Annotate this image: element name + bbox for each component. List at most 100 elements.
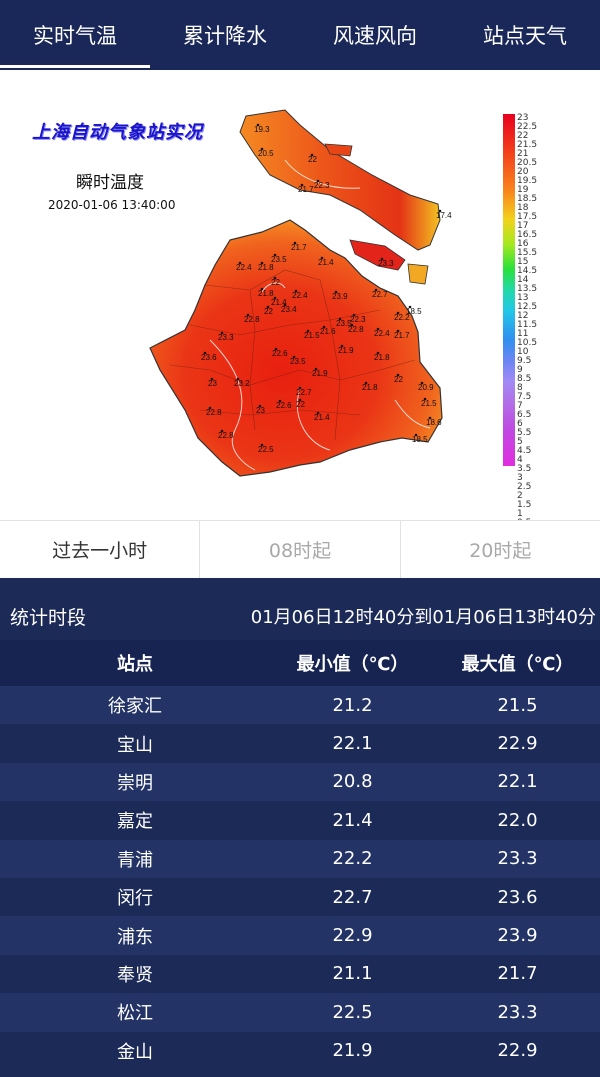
station-dot — [420, 381, 424, 385]
station-dot — [238, 261, 242, 265]
station-value: 22.6 — [272, 349, 288, 358]
station-dot — [396, 329, 400, 333]
station-dot — [236, 377, 240, 381]
legend-tick: 4.5 — [517, 446, 532, 456]
min-value: 22.9 — [332, 925, 373, 947]
table-row: 宝山 22.1 22.9 — [0, 724, 600, 763]
station-name: 宝山 — [117, 734, 153, 756]
station-value: 21.7 — [298, 185, 314, 194]
max-value: 21.5 — [497, 694, 538, 716]
station-value: 21.7 — [394, 331, 410, 340]
table-row: 徐家汇 21.2 21.5 — [0, 686, 600, 725]
station-dot — [438, 209, 442, 213]
top-tab-bar: 实时气温 累计降水 风速风向 站点天气 — [0, 0, 600, 70]
legend-tick: 22.5 — [517, 122, 538, 132]
station-value: 22 — [308, 155, 317, 164]
legend-tick: 16.5 — [517, 230, 538, 240]
table-row: 青浦 22.2 23.3 — [0, 839, 600, 878]
since-20-button[interactable]: 20时起 — [469, 540, 532, 562]
station-value: 23.4 — [281, 305, 297, 314]
stats-panel: 统计时段 01月06日12时40分到01月06日13时40分 站点 最小值（℃）… — [0, 592, 600, 1077]
max-value: 22.9 — [497, 1040, 538, 1062]
station-dot — [316, 179, 320, 183]
station-dot — [273, 253, 277, 257]
legend-tick: 8 — [517, 383, 523, 393]
station-dot — [414, 433, 418, 437]
station-dot — [320, 256, 324, 260]
table-row: 奉贤 21.1 21.7 — [0, 954, 600, 994]
station-value: 20.5 — [258, 149, 274, 158]
legend-tick: 18 — [517, 203, 529, 213]
legend-tick: 19 — [517, 185, 529, 195]
min-value: 22.1 — [332, 733, 373, 755]
station-name: 松江 — [117, 1003, 153, 1025]
legend-tick: 12 — [517, 311, 529, 321]
legend-tick: 2 — [517, 491, 523, 501]
station-value: 22.8 — [218, 431, 234, 440]
legend-tick: 21.5 — [517, 140, 538, 150]
station-dot — [283, 303, 287, 307]
stats-table-body: 徐家汇 21.2 21.5 宝山 22.1 22.9 崇明 20.8 22.1 嘉定 21.4 22.… — [0, 686, 600, 1070]
station-value: 22 — [264, 307, 273, 316]
table-row: 金山 21.9 22.9 — [0, 1031, 600, 1070]
station-value: 23.5 — [290, 357, 306, 366]
station-dot — [203, 351, 207, 355]
table-row: 松江 22.5 23.3 — [0, 993, 600, 1032]
station-dot — [380, 257, 384, 261]
station-name: 闵行 — [117, 888, 153, 910]
legend-tick: 14 — [517, 275, 529, 285]
tab-station-weather[interactable]: 站点天气 — [483, 24, 567, 48]
max-value: 22.1 — [497, 771, 538, 793]
station-name: 青浦 — [117, 849, 153, 871]
station-value: 21.4 — [271, 298, 287, 307]
legend-tick: 15 — [517, 257, 529, 267]
station-value: 22.2 — [394, 313, 410, 322]
station-dot — [352, 313, 356, 317]
station-value: 23.3 — [218, 333, 234, 342]
changxing-island — [349, 239, 406, 271]
station-name: 徐家汇 — [108, 696, 162, 718]
station-value: 22.8 — [206, 408, 222, 417]
station-dot — [364, 381, 368, 385]
legend-tick: 3 — [517, 473, 523, 483]
station-dot — [350, 323, 354, 327]
station-name: 浦东 — [117, 926, 153, 948]
header-max: 最大值（℃） — [461, 654, 574, 675]
station-value: 23.2 — [234, 379, 250, 388]
station-dot — [266, 305, 270, 309]
max-value: 23.9 — [497, 925, 538, 947]
time-range-selector: 过去一小时 08时起 20时起 — [0, 520, 600, 578]
legend-tick: 5 — [517, 437, 523, 447]
min-value: 21.4 — [332, 809, 373, 831]
station-value: 23.6 — [201, 353, 217, 362]
past-hour-button[interactable]: 过去一小时 — [0, 521, 201, 578]
station-value: 22.8 — [244, 315, 260, 324]
tab-realtime-temperature[interactable]: 实时气温 — [0, 0, 150, 70]
station-dot — [220, 429, 224, 433]
map-subtitle: 瞬时温度 — [76, 173, 144, 193]
min-value: 22.5 — [332, 1001, 373, 1023]
station-value: 18.6 — [426, 418, 442, 427]
tab-accumulated-precipitation[interactable]: 累计降水 — [183, 24, 267, 48]
since-08-button[interactable]: 08时起 — [200, 521, 401, 578]
table-header: 站点 最小值（℃） 最大值（℃） — [0, 640, 600, 686]
period-value: 01月06日12时40分到01月06日13时40分 — [250, 607, 596, 628]
legend-tick: 2.5 — [517, 482, 532, 492]
table-row: 闵行 22.7 23.6 — [0, 877, 600, 917]
map-title: 上海自动气象站实况 — [32, 122, 203, 143]
tab-wind[interactable]: 风速风向 — [333, 24, 417, 48]
station-dot — [256, 123, 260, 127]
max-value: 23.6 — [497, 886, 538, 908]
legend-tick: 9 — [517, 365, 523, 375]
station-dot — [310, 153, 314, 157]
max-value: 21.7 — [497, 963, 538, 985]
station-dot — [300, 183, 304, 187]
station-value: 18.5 — [412, 435, 428, 444]
map-timestamp: 2020-01-06 13:40:00 — [48, 198, 176, 212]
station-dot — [298, 386, 302, 390]
station-dot — [408, 305, 412, 309]
legend-tick: 4 — [517, 455, 523, 465]
legend-tick: 10 — [517, 347, 529, 357]
station-dot — [260, 287, 264, 291]
legend-tick: 20 — [517, 167, 529, 177]
